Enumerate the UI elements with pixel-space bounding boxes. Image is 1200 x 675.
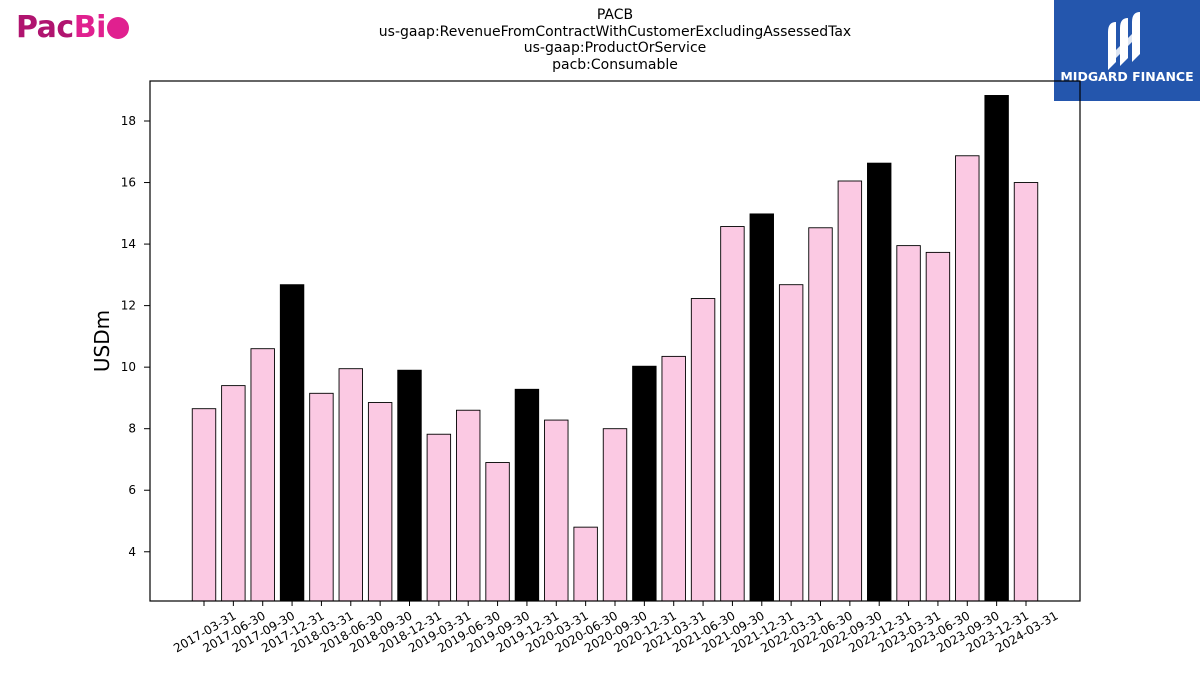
bar-2023-09-30 xyxy=(955,155,980,602)
bar-2018-09-30 xyxy=(367,402,393,602)
bar-2022-06-30 xyxy=(808,227,833,602)
logo-text-bi: Bi xyxy=(73,10,107,45)
bar-2022-03-31 xyxy=(778,284,804,602)
logo-circle-icon xyxy=(106,17,129,39)
chart-title: PACB us-gaap:RevenueFromContractWithCust… xyxy=(0,7,1200,73)
bar-2024-03-31 xyxy=(1013,182,1039,602)
y-axis: 4 6 8 10 12 14 16 18 xyxy=(121,114,150,559)
bar-2019-09-30 xyxy=(485,462,510,602)
bar-2023-06-30 xyxy=(925,251,951,602)
x-axis: 2017-03-312017-06-302017-09-302017-12-31… xyxy=(171,601,1061,655)
midgard-finance-logo: MIDGARD FINANCE xyxy=(1054,0,1200,101)
pacbio-logo: PacBi xyxy=(16,10,129,45)
bar-2018-12-31 xyxy=(397,369,422,602)
y-tick-label: 6 xyxy=(128,483,136,497)
y-tick-label: 16 xyxy=(121,176,136,190)
bar-2020-06-30 xyxy=(573,526,598,602)
logo-wordmark: MIDGARD FINANCE xyxy=(1060,69,1194,84)
bar-2018-06-30 xyxy=(338,368,363,602)
bar-2017-06-30 xyxy=(221,385,246,602)
bar-2021-03-31 xyxy=(661,355,686,602)
bars-group xyxy=(191,95,1039,602)
y-tick-label: 18 xyxy=(121,114,136,128)
bar-2020-03-31 xyxy=(544,419,569,602)
bar-2017-03-31 xyxy=(191,408,217,602)
bar-2021-06-30 xyxy=(690,298,716,602)
bar-2019-03-31 xyxy=(426,433,452,602)
bar-2019-06-30 xyxy=(456,409,481,602)
bar-2021-09-30 xyxy=(720,226,745,602)
y-tick-label: 10 xyxy=(121,360,136,374)
title-line-member: pacb:Consumable xyxy=(552,56,678,73)
logo-text-pac: Pac xyxy=(16,10,74,45)
y-tick-label: 4 xyxy=(128,545,136,559)
bar-2022-09-30 xyxy=(837,180,863,602)
title-line-axis: us-gaap:ProductOrService xyxy=(523,40,707,56)
plot-frame xyxy=(149,80,1081,602)
title-line-ticker: PACB xyxy=(596,7,634,23)
bar-2021-12-31 xyxy=(749,213,774,602)
bar-2022-12-31 xyxy=(867,162,892,602)
bar-2020-09-30 xyxy=(602,428,628,602)
y-tick-label: 8 xyxy=(128,422,136,436)
bar-2020-12-31 xyxy=(632,365,657,602)
bar-2018-03-31 xyxy=(309,392,334,602)
midgard-m-icon xyxy=(1108,12,1140,70)
bar-2017-12-31 xyxy=(279,284,305,602)
y-axis-label: USDm xyxy=(90,310,114,372)
bar-2019-12-31 xyxy=(514,388,540,602)
bar-2023-03-31 xyxy=(896,245,921,602)
title-line-concept: us-gaap:RevenueFromContractWithCustomerE… xyxy=(378,23,852,40)
y-tick-label: 14 xyxy=(121,237,136,251)
y-tick-label: 12 xyxy=(121,299,136,313)
bar-2017-09-30 xyxy=(250,348,275,602)
bar-2023-12-31 xyxy=(984,95,1009,602)
